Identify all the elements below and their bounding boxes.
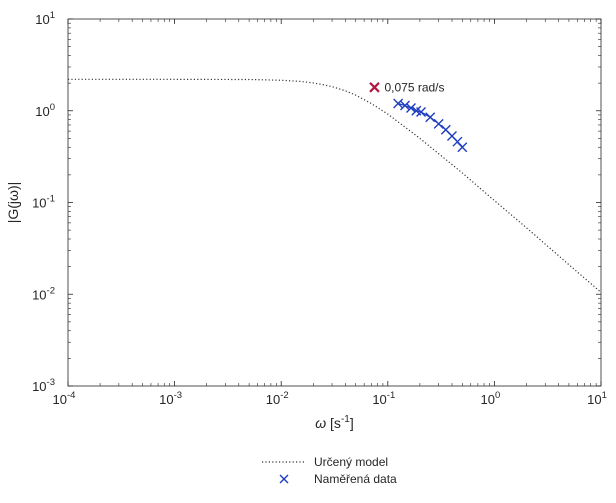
legend-label-model: Určený model: [314, 455, 388, 469]
y-tick-label: 10-3: [32, 377, 55, 394]
y-tick-label: 10-1: [32, 194, 55, 211]
annotation-label: 0,075 rad/s: [384, 80, 444, 94]
legend-swatch-measured: [279, 474, 289, 484]
legend-label-measured: Naměřená data: [314, 472, 397, 486]
x-tick-label: 10-2: [266, 390, 289, 407]
x-tick-label: 10-3: [159, 390, 182, 407]
series-line-model: [68, 78, 602, 293]
x-tick-label: 101: [587, 390, 607, 407]
y-tick-label: 10-2: [32, 285, 55, 302]
x-tick-label: 10-4: [53, 390, 76, 407]
data-point-measured: [425, 112, 436, 123]
axes-box: [67, 18, 602, 387]
data-point-measured: [433, 118, 444, 129]
x-tick-label: 10-1: [372, 390, 395, 407]
x-axis-label: ω [s-1]: [315, 414, 353, 431]
annotation-marker: [369, 82, 380, 93]
y-tick-label: 101: [35, 10, 55, 27]
data-point-measured: [416, 106, 427, 117]
x-tick-label: 100: [481, 390, 501, 407]
data-point-measured: [405, 103, 416, 114]
y-tick-label: 100: [35, 102, 55, 119]
y-axis-label: |G(jω)|: [5, 182, 21, 224]
data-point-measured: [400, 100, 410, 111]
data-point-measured: [393, 98, 404, 109]
data-point-measured: [457, 142, 468, 153]
